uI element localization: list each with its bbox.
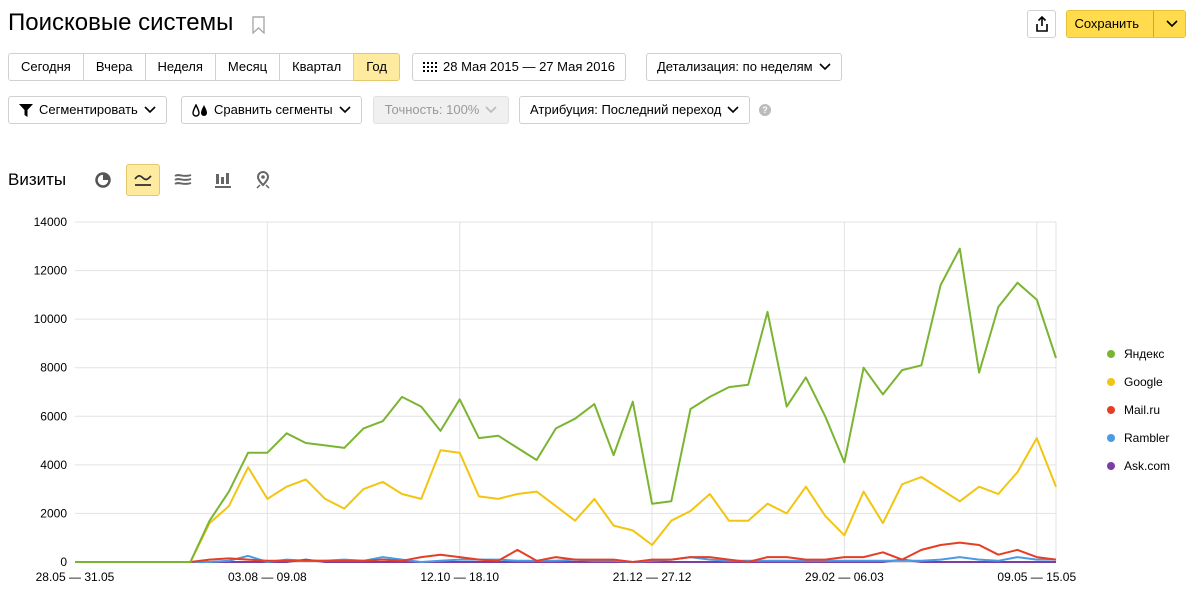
bar-chart-view-button[interactable] <box>206 164 240 196</box>
area-chart-view-button[interactable] <box>166 164 200 196</box>
series-line-google[interactable] <box>75 437 1057 563</box>
legend-item-mailru[interactable]: Mail.ru <box>1107 396 1170 424</box>
segment-dropdown[interactable]: Сегментировать <box>8 96 167 124</box>
bookmark-icon[interactable] <box>252 16 265 34</box>
detail-dropdown[interactable]: Детализация: по неделям <box>646 53 842 81</box>
x-tick-label: 21.12 — 27.12 <box>613 570 692 584</box>
y-tick-label: 12000 <box>34 264 68 278</box>
legend-item-yandex[interactable]: Яндекс <box>1107 340 1170 368</box>
segment-label: Сегментировать <box>39 102 138 117</box>
compare-segments-dropdown[interactable]: Сравнить сегменты <box>181 96 362 124</box>
x-tick-label: 28.05 — 31.05 <box>36 570 115 584</box>
period-yesterday[interactable]: Вчера <box>83 53 146 81</box>
date-range-button[interactable]: 28 Мая 2015 — 27 Мая 2016 <box>412 53 626 81</box>
legend-swatch <box>1107 406 1115 414</box>
period-week[interactable]: Неделя <box>145 53 216 81</box>
share-button[interactable] <box>1027 10 1056 38</box>
chevron-down-icon <box>485 106 497 114</box>
x-tick-label: 03.08 — 09.08 <box>228 570 307 584</box>
visits-label: Визиты <box>8 170 67 189</box>
help-icon[interactable]: ? <box>759 104 771 116</box>
y-tick-label: 10000 <box>34 312 68 326</box>
period-year[interactable]: Год <box>354 53 400 81</box>
x-tick-label: 09.05 — 15.05 <box>997 570 1076 584</box>
chart-legend: Яндекс Google Mail.ru Rambler Ask.com <box>1107 340 1170 480</box>
x-tick-label: 12.10 — 18.10 <box>420 570 499 584</box>
y-tick-label: 4000 <box>40 458 67 472</box>
x-tick-label: 29.02 — 06.03 <box>805 570 884 584</box>
line-chart-icon <box>134 174 152 186</box>
y-tick-label: 2000 <box>40 506 67 520</box>
calendar-icon <box>423 62 437 72</box>
pie-chart-view-button[interactable] <box>86 164 120 196</box>
y-tick-label: 14000 <box>34 215 68 229</box>
y-tick-label: 8000 <box>40 361 67 375</box>
share-icon <box>1035 16 1048 32</box>
chevron-down-icon <box>819 63 831 71</box>
chevron-down-icon <box>727 106 739 114</box>
period-quarter[interactable]: Квартал <box>280 53 355 81</box>
attribution-label: Атрибуция: Последний переход <box>530 102 722 117</box>
series-line-mailru[interactable] <box>75 541 1057 563</box>
line-chart-view-button[interactable] <box>126 164 160 196</box>
legend-swatch <box>1107 462 1115 470</box>
period-selector: Сегодня Вчера Неделя Месяц Квартал Год <box>8 53 400 81</box>
attribution-dropdown[interactable]: Атрибуция: Последний переход <box>519 96 751 124</box>
drops-icon <box>192 103 207 117</box>
series-line-яндекс[interactable] <box>75 247 1057 563</box>
save-button-label: Сохранить <box>1074 16 1140 31</box>
chevron-down-icon <box>144 106 156 114</box>
legend-item-rambler[interactable]: Rambler <box>1107 424 1170 452</box>
legend-item-google[interactable]: Google <box>1107 368 1170 396</box>
visits-line-chart: 0 2000 4000 6000 8000 10000 12000 14000 28.05 — … <box>34 215 1077 584</box>
filter-icon <box>19 103 33 117</box>
legend-label: Rambler <box>1124 431 1170 445</box>
date-range-label: 28 Мая 2015 — 27 Мая 2016 <box>443 59 615 74</box>
legend-label: Google <box>1124 375 1163 389</box>
y-tick-label: 6000 <box>40 409 67 423</box>
chevron-down-icon <box>1166 20 1178 28</box>
period-today[interactable]: Сегодня <box>8 53 84 81</box>
legend-swatch <box>1107 378 1115 386</box>
map-icon <box>256 171 270 189</box>
chevron-down-icon <box>339 106 351 114</box>
legend-label: Ask.com <box>1124 459 1171 473</box>
legend-item-askcom[interactable]: Ask.com <box>1107 452 1170 480</box>
y-tick-label: 0 <box>60 555 67 569</box>
period-month[interactable]: Месяц <box>215 53 281 81</box>
compare-label: Сравнить сегменты <box>214 102 333 117</box>
legend-swatch <box>1107 434 1115 442</box>
detail-label: Детализация: по неделям <box>657 59 813 74</box>
legend-label: Mail.ru <box>1124 403 1161 417</box>
legend-label: Яндекс <box>1124 347 1165 361</box>
area-chart-icon <box>174 174 192 185</box>
save-dropdown-toggle[interactable] <box>1159 20 1185 28</box>
accuracy-label: Точность: 100% <box>384 102 480 117</box>
save-button[interactable]: Сохранить <box>1066 10 1186 38</box>
map-view-button[interactable] <box>246 164 280 196</box>
bar-chart-icon <box>215 173 231 188</box>
pie-icon <box>95 172 111 188</box>
legend-swatch <box>1107 350 1115 358</box>
page-title: Поисковые системы <box>8 9 234 36</box>
accuracy-dropdown: Точность: 100% <box>373 96 509 124</box>
